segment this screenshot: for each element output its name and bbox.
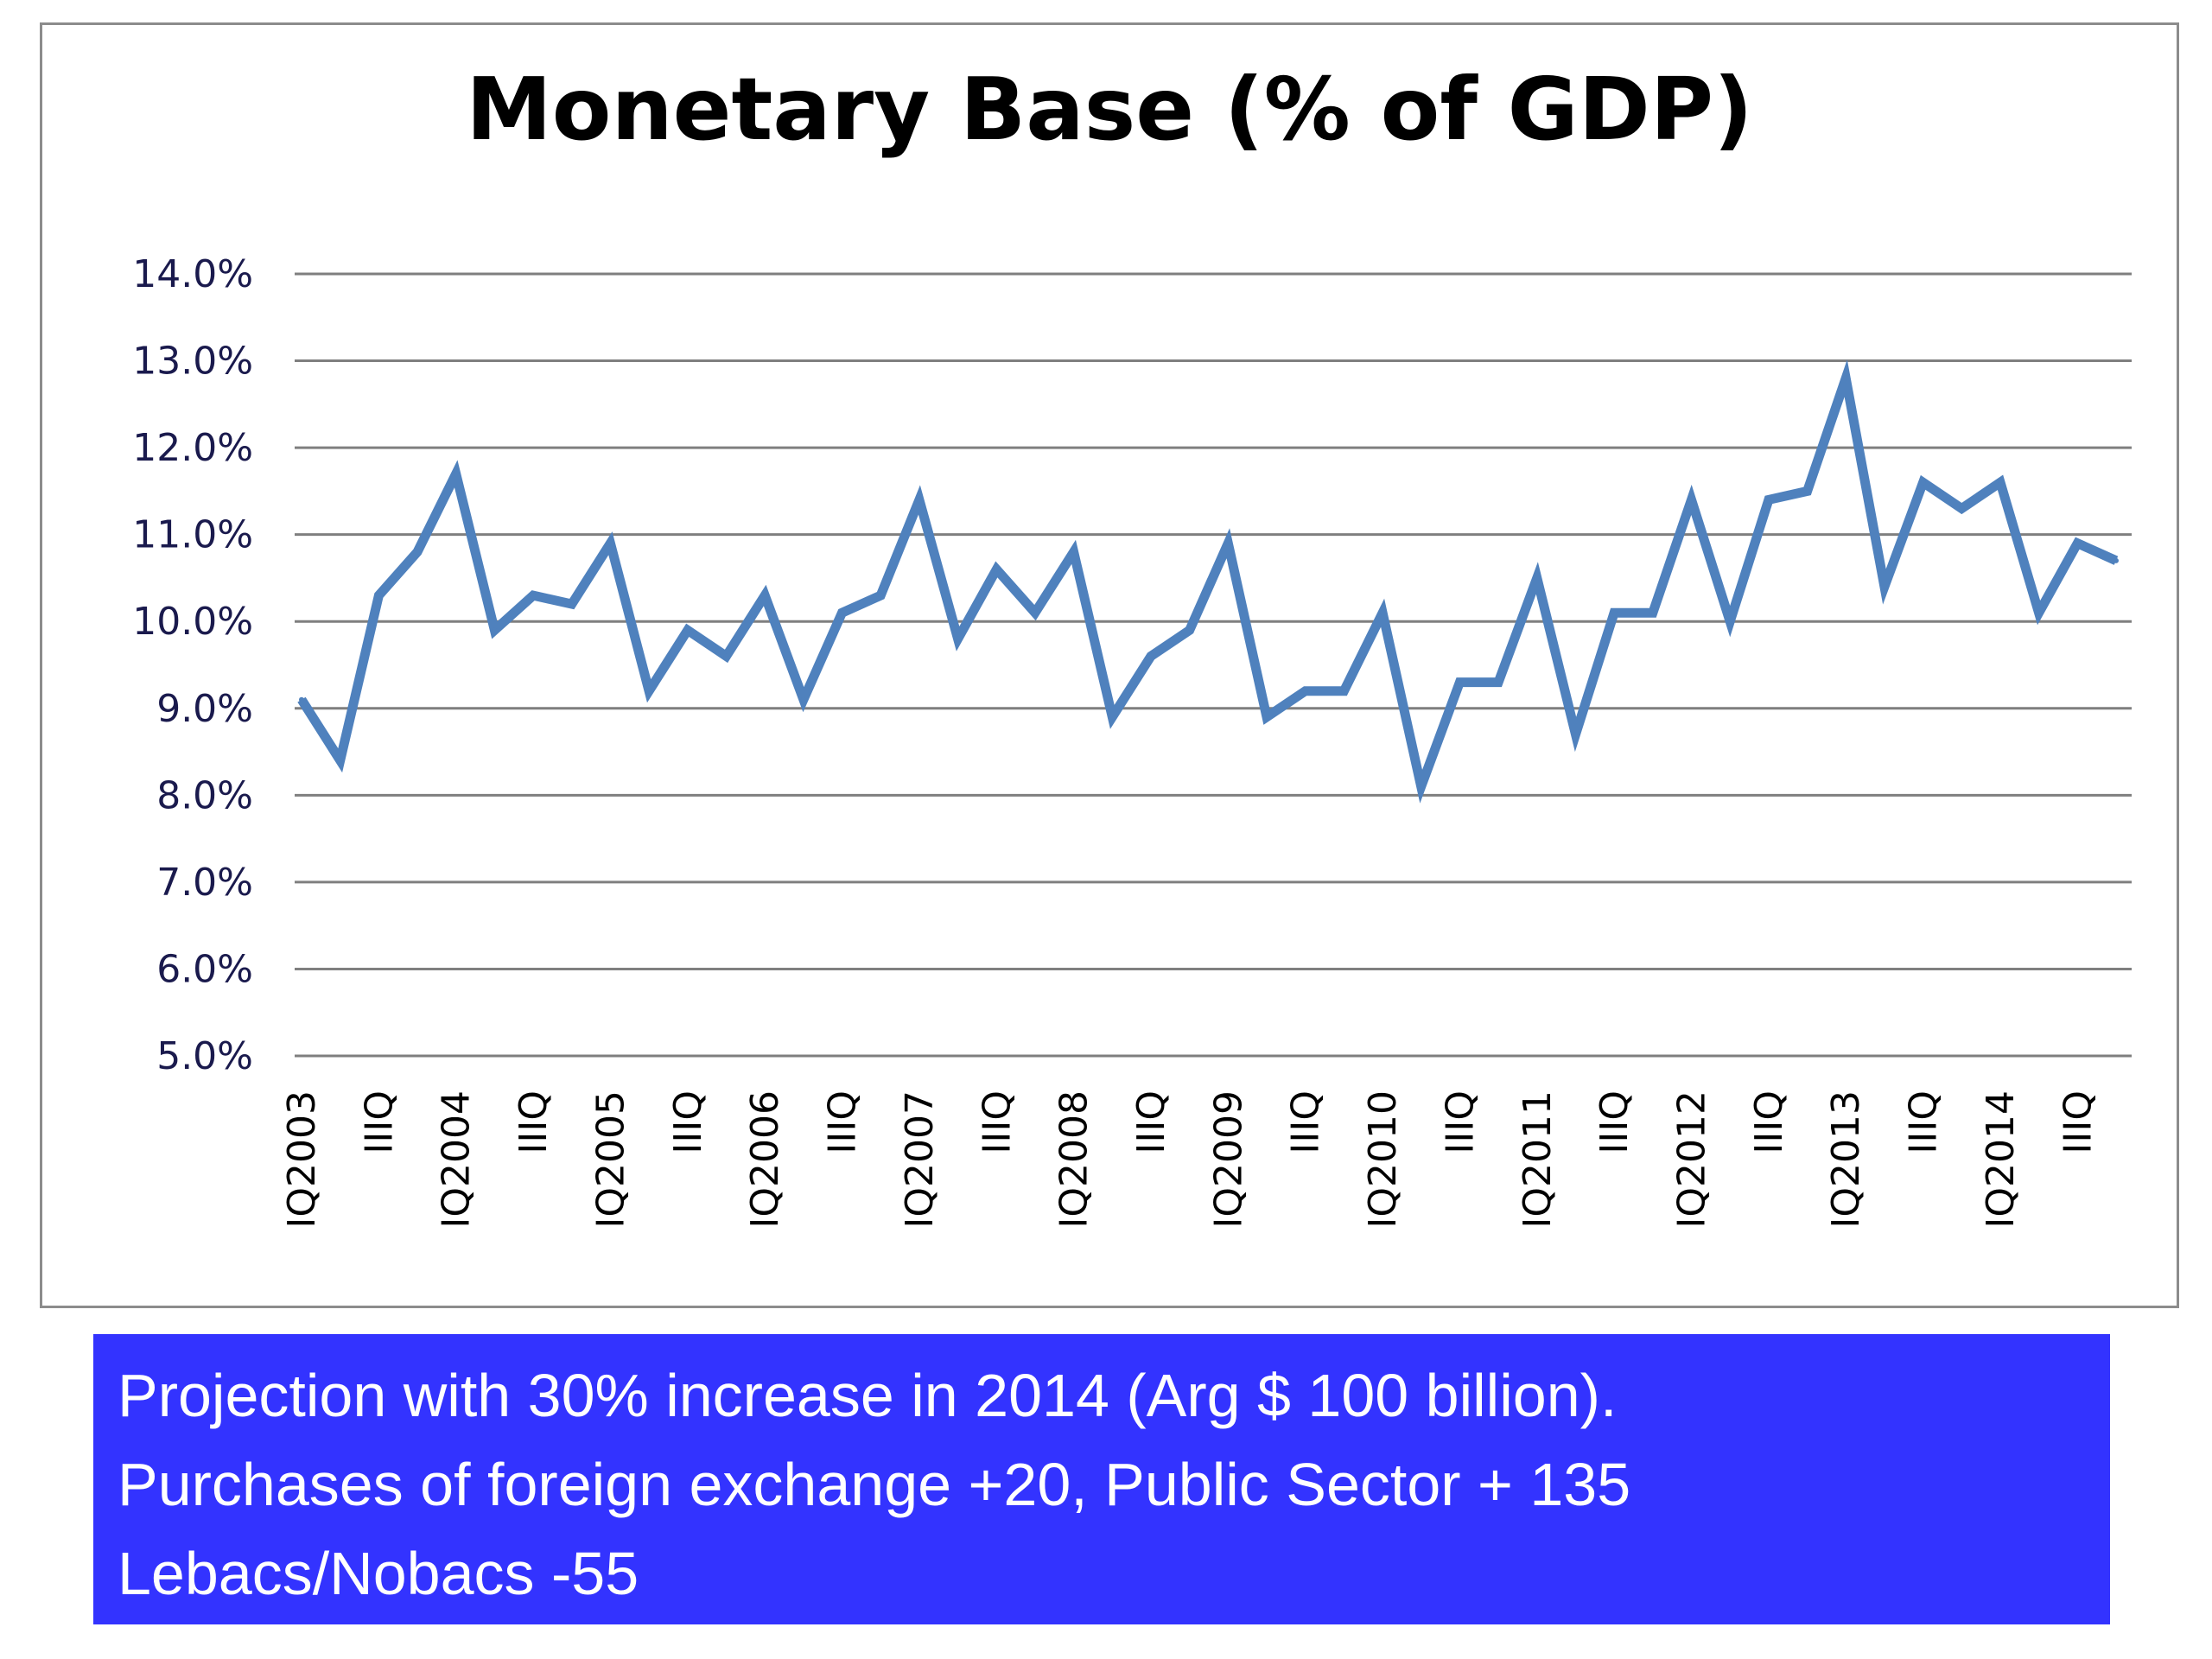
y-tick-label: 6.0%	[156, 947, 253, 991]
x-tick-label: IQ2012	[1670, 1090, 1714, 1229]
x-tick-label: IIIQ	[1284, 1090, 1328, 1154]
note-line-1: Projection with 30% increase in 2014 (Ar…	[118, 1362, 1618, 1429]
data-point	[415, 549, 421, 555]
series-layer	[297, 359, 2119, 804]
x-tick-label: IQ2010	[1361, 1090, 1405, 1229]
data-point	[1380, 610, 1386, 616]
y-axis-ticks: 14.0% 13.0% 12.0% 11.0% 10.0% 9.0% 8.0% 7.0% 6.0…	[132, 252, 253, 1078]
data-point	[607, 540, 613, 546]
x-tick-label: IQ2005	[588, 1090, 632, 1229]
y-tick-label: 8.0%	[156, 773, 253, 817]
data-point	[1804, 488, 1810, 494]
y-tick-label: 9.0%	[156, 687, 253, 731]
x-axis-ticks: IQ2003 IIIQ IQ2004 IIIQ IQ2005 IIIQ IQ2006 IIIQ…	[280, 1090, 2100, 1229]
note-line-3: Lebacs/Nobacs -55	[118, 1540, 639, 1607]
data-point	[1496, 679, 1502, 685]
data-point	[1071, 549, 1077, 555]
data-point	[2036, 610, 2042, 616]
x-tick-label: IIIQ	[357, 1090, 401, 1154]
data-point	[1843, 375, 1849, 381]
y-tick-label: 10.0%	[132, 600, 253, 644]
data-point	[994, 566, 1000, 572]
data-point	[1302, 688, 1308, 694]
x-tick-label: IIIQ	[512, 1090, 556, 1154]
data-point	[723, 653, 729, 659]
data-point	[1920, 480, 1926, 486]
y-tick-label: 11.0%	[132, 513, 253, 557]
data-point	[1418, 784, 1424, 790]
data-point	[762, 593, 768, 599]
x-tick-label: IIIQ	[666, 1090, 710, 1154]
y-tick-label: 5.0%	[156, 1034, 253, 1078]
y-tick-label: 12.0%	[132, 426, 253, 470]
data-point	[1649, 610, 1656, 616]
data-point	[2113, 557, 2119, 563]
data-point	[1727, 619, 1733, 625]
chart-frame: Monetary Base (% of GDP) 14.0% 13.0% 12.0%…	[40, 22, 2179, 1308]
data-point	[1881, 584, 1887, 589]
data-point	[1225, 540, 1231, 546]
x-tick-label: IQ2004	[435, 1090, 479, 1229]
data-point	[1032, 610, 1038, 616]
x-tick-label: IIIQ	[1747, 1090, 1791, 1154]
data-point	[916, 497, 922, 503]
y-tick-label: 7.0%	[156, 861, 253, 905]
data-point	[376, 593, 382, 599]
data-point	[453, 471, 459, 477]
data-point	[1457, 679, 1463, 685]
y-tick-label: 13.0%	[132, 340, 253, 384]
x-tick-label: IIIQ	[975, 1090, 1019, 1154]
data-point	[1611, 610, 1618, 616]
x-tick-label: IQ2014	[1979, 1090, 2023, 1229]
data-point	[839, 610, 845, 616]
data-point	[1186, 627, 1192, 633]
data-point	[1109, 714, 1116, 720]
note-line-2: Purchases of foreign exchange +20, Publi…	[118, 1451, 1631, 1518]
x-tick-label: IQ2011	[1516, 1090, 1560, 1229]
projection-note: Projection with 30% increase in 2014 (Ar…	[93, 1334, 2110, 1624]
data-point	[2075, 540, 2081, 546]
data-point	[1147, 653, 1154, 659]
data-point	[800, 696, 806, 702]
y-tick-label: 14.0%	[132, 252, 253, 296]
x-tick-label: IIIQ	[1438, 1090, 1482, 1154]
data-point	[1765, 497, 1771, 503]
series-line	[297, 359, 2119, 804]
data-point	[1264, 714, 1270, 720]
chart-title: Monetary Base (% of GDP)	[466, 59, 1753, 160]
x-tick-label: IIIQ	[821, 1090, 865, 1154]
data-point	[1959, 505, 1965, 512]
data-point	[1997, 480, 2003, 486]
x-tick-label: IQ2008	[1052, 1090, 1096, 1229]
data-point	[1341, 688, 1347, 694]
x-tick-label: IQ2006	[743, 1090, 787, 1229]
x-tick-label: IQ2003	[280, 1090, 324, 1229]
x-tick-label: IIIQ	[1592, 1090, 1637, 1154]
data-point	[878, 593, 884, 599]
data-point	[1534, 575, 1540, 581]
x-tick-label: IIIQ	[1129, 1090, 1173, 1154]
x-tick-label: IIIQ	[1902, 1090, 1946, 1154]
data-point	[337, 758, 343, 764]
x-tick-label: IIIQ	[2056, 1090, 2100, 1154]
x-tick-label: IQ2013	[1824, 1090, 1868, 1229]
data-point	[646, 688, 652, 694]
data-point	[299, 696, 304, 702]
x-tick-label: IQ2007	[898, 1090, 942, 1229]
data-point	[531, 593, 537, 599]
x-tick-label: IQ2009	[1206, 1090, 1250, 1229]
data-point	[1688, 497, 1694, 503]
data-point	[684, 627, 690, 633]
data-point	[955, 636, 961, 642]
data-point	[1573, 731, 1579, 737]
gridlines	[295, 272, 2132, 1058]
data-point	[569, 601, 575, 607]
line-chart: Monetary Base (% of GDP) 14.0% 13.0% 12.0%…	[132, 59, 2132, 1229]
data-point	[492, 627, 498, 633]
